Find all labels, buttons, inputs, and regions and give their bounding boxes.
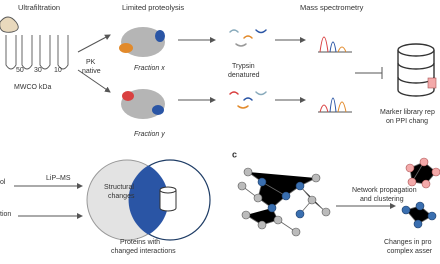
label: Structural (104, 184, 134, 191)
protein (119, 27, 165, 119)
label: Trypsin (232, 63, 255, 70)
panel-letter: c (232, 149, 237, 159)
arrow (77, 34, 111, 53)
cutoff: 30 (34, 67, 42, 74)
spectra (318, 36, 352, 113)
label: on PPI chang (386, 118, 428, 125)
label: Network propagation (352, 187, 417, 194)
label: native (82, 68, 101, 75)
label: and clustering (360, 196, 404, 203)
label: Proteins with (120, 239, 160, 246)
label: changes (108, 193, 135, 200)
network-clusters (401, 157, 440, 229)
label: LiP–MS (46, 175, 71, 182)
fraction: Fraction y (134, 131, 165, 138)
cutoff: 10 (54, 67, 62, 74)
label: ol (0, 179, 6, 186)
arrow (77, 69, 111, 93)
database-icon (397, 43, 437, 97)
venn (86, 159, 211, 241)
label: complex asser (387, 248, 433, 255)
fraction: Fraction x (134, 65, 165, 72)
label: Changes in pro (384, 239, 432, 246)
label: changed interactions (111, 248, 176, 255)
label: denatured (228, 72, 260, 79)
header: Limited proteolysis (122, 3, 184, 12)
header: Ultrafiltration (18, 3, 60, 12)
inhibition (355, 67, 383, 79)
label: tion (0, 211, 11, 218)
label: PK (86, 59, 96, 66)
label: Marker library rep (380, 109, 435, 116)
mwco-label: MWCO kDa (14, 84, 51, 91)
network (237, 167, 331, 237)
peptides (229, 29, 267, 109)
cutoff: 50 (16, 67, 24, 74)
header: Mass spectrometry (300, 3, 364, 12)
filters (0, 16, 69, 70)
